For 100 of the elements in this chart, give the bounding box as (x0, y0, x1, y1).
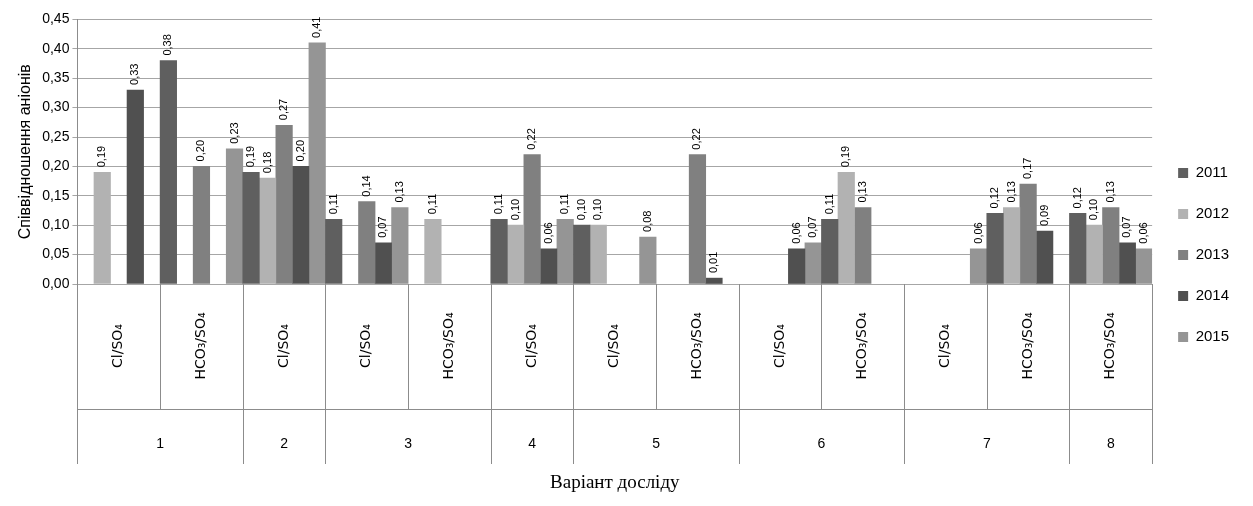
data-label: 0,18 (260, 151, 273, 174)
data-label: 0,33 (128, 63, 141, 85)
x-tick-label: HCO₃/SO₄ (853, 312, 870, 380)
data-label: 0,06 (789, 222, 802, 244)
data-label: 0,10 (1087, 198, 1100, 221)
data-label: 0,38 (161, 34, 174, 56)
text: 5 (652, 434, 661, 451)
data-label: 0,10 (508, 198, 521, 221)
data-label: 0,08 (640, 210, 653, 232)
bar (688, 154, 707, 284)
bar (325, 218, 343, 284)
y-tick-label: 0,20 (42, 157, 70, 174)
data-label: 0,11 (326, 193, 339, 215)
bar (490, 218, 508, 284)
data-label: 0,07 (1120, 216, 1133, 238)
bar (573, 224, 591, 284)
x-tick-label: Cl/SO₄ (109, 323, 126, 368)
data-label: 0,11 (425, 193, 438, 215)
bar (1102, 207, 1120, 284)
data-label: 0,11 (492, 193, 505, 215)
text: 2 (280, 434, 289, 451)
data-label: 0,06 (541, 222, 554, 244)
data-label: 0,11 (558, 193, 571, 215)
bar (292, 166, 310, 284)
data-label: 0,12 (1070, 187, 1083, 209)
legend-label: 2013 (1195, 245, 1230, 263)
y-axis-title: Співвідношення аніонів (16, 64, 34, 240)
text: 4 (528, 434, 537, 451)
y-tick-label: 0,15 (42, 186, 70, 203)
bar (1019, 183, 1037, 284)
data-label: 0,14 (359, 175, 372, 197)
y-tick-label: 0,00 (42, 274, 70, 291)
data-label: 0,09 (1037, 204, 1050, 227)
legend-label: 2011 (1195, 163, 1228, 181)
data-label: 0,41 (310, 16, 323, 38)
data-label: 0,01 (707, 251, 720, 274)
data-label: 0,23 (227, 122, 240, 144)
bar (639, 236, 657, 284)
data-label: 0,10 (591, 198, 604, 221)
bar (358, 201, 376, 284)
bar (308, 42, 326, 284)
x-tick-label: HCO₃/SO₄ (192, 312, 209, 380)
bar (159, 60, 177, 284)
bar (1118, 242, 1136, 284)
legend-label: 2012 (1195, 204, 1230, 222)
x-tick-label: HCO₃/SO₄ (1018, 312, 1035, 380)
bar (854, 207, 872, 284)
bar (804, 242, 822, 284)
bar (242, 171, 260, 284)
x-tick-label: Cl/SO₄ (522, 323, 539, 368)
data-label: 0,20 (293, 139, 306, 162)
bar (540, 248, 558, 284)
bar (275, 124, 293, 284)
bar (986, 213, 1004, 284)
x-tick-label: Cl/SO₄ (357, 323, 374, 368)
y-tick-label: 0,35 (42, 69, 70, 86)
data-label: 0,13 (1004, 181, 1017, 203)
text: 6 (817, 434, 826, 451)
data-label: 0,13 (1103, 181, 1116, 203)
data-label: 0,27 (277, 98, 290, 121)
data-label: 0,19 (244, 145, 257, 168)
data-label: 0,17 (1021, 157, 1034, 180)
y-tick-label: 0,05 (42, 245, 70, 262)
text: 3 (404, 434, 413, 451)
bar (523, 154, 541, 284)
data-label: 0,10 (574, 198, 587, 221)
y-tick-label: 0,10 (42, 216, 70, 233)
y-tick-label: 0,30 (42, 98, 70, 115)
data-label: 0,19 (839, 145, 852, 168)
y-tick-label: 0,45 (42, 10, 70, 27)
bar (969, 248, 988, 284)
bar (192, 166, 211, 284)
bar (1036, 230, 1054, 284)
legend-label: 2014 (1195, 286, 1230, 304)
x-tick-label: HCO₃/SO₄ (688, 312, 705, 380)
bar (391, 207, 409, 284)
x-tick-label: Cl/SO₄ (770, 323, 787, 368)
bar (1069, 213, 1087, 284)
y-tick-label: 0,40 (42, 39, 70, 56)
bar (126, 89, 144, 284)
text: 8 (1106, 434, 1115, 451)
x-tick-label: HCO₃/SO₄ (1101, 312, 1118, 380)
text: 1 (156, 434, 165, 451)
bar (705, 277, 723, 284)
bar (374, 242, 392, 284)
bar (225, 148, 244, 284)
bar (556, 218, 574, 284)
data-label: 0,13 (392, 181, 405, 203)
data-label: 0,06 (971, 222, 984, 244)
text: 7 (982, 434, 991, 451)
data-label: 0,12 (988, 187, 1001, 209)
data-label: 0,07 (806, 216, 819, 238)
bar (788, 248, 806, 284)
data-label: 0,19 (95, 145, 108, 168)
x-axis-title: Варіант досліду (550, 470, 681, 492)
bar (821, 218, 839, 284)
x-tick-label: Cl/SO₄ (274, 323, 291, 368)
y-tick-label: 0,25 (42, 127, 70, 144)
data-label: 0,22 (690, 128, 703, 150)
legend-label: 2015 (1195, 327, 1230, 345)
